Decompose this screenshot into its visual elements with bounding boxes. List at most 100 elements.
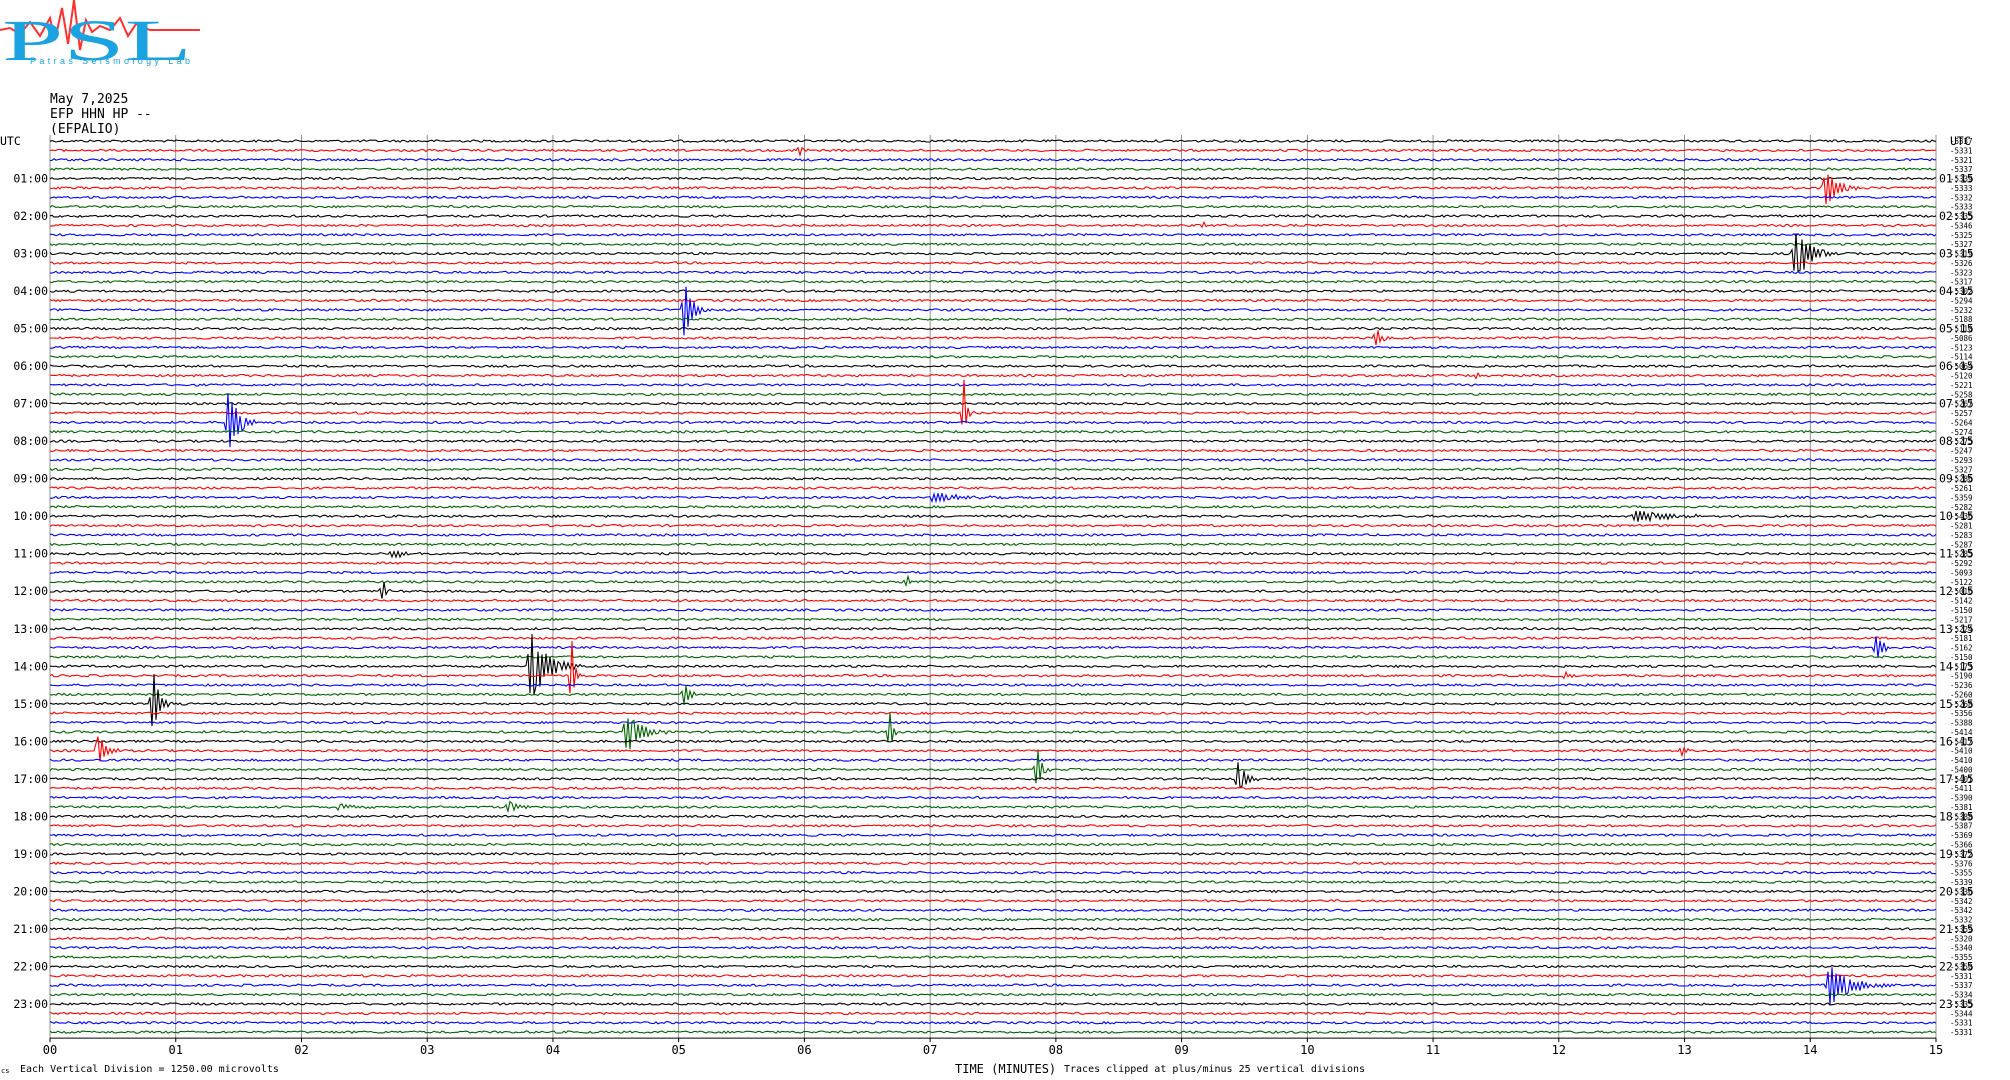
trace-line — [50, 861, 1937, 866]
trace-line — [49, 157, 1937, 162]
trace-offset-label: -5381 — [1950, 803, 1973, 812]
left-hour-label: 17:00 — [13, 772, 48, 786]
trace-offset-label: -5268 — [1950, 700, 1973, 709]
trace-offset-label: -5123 — [1950, 343, 1973, 352]
right-hour-label: 11:15 — [1939, 547, 1974, 561]
trace-offset-label: -5064 — [1950, 362, 1973, 371]
trace-line — [49, 504, 1937, 509]
trace-offset-label: -5327 — [1950, 240, 1973, 249]
trace-offset-label: -5110 — [1950, 325, 1973, 334]
trace-offset-label: -5258 — [1950, 390, 1973, 399]
time-gridlines — [49, 135, 1937, 1043]
trace-offset-label: -5332 — [1950, 916, 1973, 925]
x-tick-label: 00 — [43, 1043, 57, 1057]
trace-line — [49, 439, 1937, 444]
x-tick-label: 12 — [1552, 1043, 1566, 1057]
trace-offset-label: -5390 — [1950, 794, 1973, 803]
trace-offset-label: -5016 — [1950, 587, 1973, 596]
scale-note: Each Vertical Division = 1250.00 microvo… — [20, 1064, 279, 1075]
trace-offset-label: -5221 — [1950, 381, 1973, 390]
trace-offset-label: -5356 — [1950, 709, 1973, 718]
trace-offset-label: -5287 — [1950, 540, 1973, 549]
trace-line — [49, 486, 1937, 490]
seismic-traces — [49, 139, 1937, 1034]
right-hour-label: 01:15 — [1939, 172, 1974, 186]
trace-offset-label: -5302 — [1950, 287, 1973, 296]
left-hour-label: 20:00 — [13, 884, 48, 898]
trace-offset-label: -5387 — [1950, 822, 1973, 831]
trace-line — [49, 570, 1937, 575]
trace-line — [49, 736, 1937, 762]
trace-offset-label: -5292 — [1950, 559, 1973, 568]
trace-line — [50, 582, 1937, 599]
trace-line — [49, 533, 1937, 537]
x-tick-label: 15 — [1929, 1043, 1943, 1057]
trace-line — [49, 889, 1937, 894]
trace-offset-label: -5275 — [1950, 437, 1973, 446]
trace-offset-label: -5114 — [1950, 353, 1973, 362]
trace-line — [49, 146, 1937, 158]
trace-offset-label: -5327 — [1950, 465, 1973, 474]
trace-line — [50, 917, 1937, 922]
trace-line — [49, 214, 1937, 218]
trace-line — [49, 286, 1937, 336]
right-hour-label: 12:15 — [1939, 584, 1974, 598]
right-hour-label: 10:15 — [1939, 509, 1974, 523]
trace-offset-label: -5336 — [1950, 887, 1973, 896]
trace-offset-label: -5232 — [1950, 306, 1973, 315]
trace-offset-label: -5264 — [1950, 418, 1973, 427]
trace-offset-label: -5333 — [1950, 184, 1973, 193]
trace-line — [49, 549, 1937, 559]
trace-offset-label: -5274 — [1950, 428, 1973, 437]
right-hour-label: 08:15 — [1939, 434, 1974, 448]
left-hour-label: 11:00 — [13, 547, 48, 561]
right-axis-header: UTC — [1950, 134, 1971, 148]
trace-line — [49, 261, 1937, 265]
trace-line — [49, 636, 1936, 658]
trace-offset-label: -5283 — [1950, 531, 1973, 540]
left-hour-label: 08:00 — [13, 434, 48, 448]
right-hour-label: 04:15 — [1939, 284, 1974, 298]
trace-line — [49, 674, 1937, 727]
trace-offset-label: -5267 — [1950, 400, 1973, 409]
trace-line — [49, 945, 1937, 950]
trace-offset-label: -5190 — [1950, 672, 1973, 681]
trace-offset-label: -5372 — [1950, 850, 1973, 859]
trace-line — [49, 1030, 1937, 1034]
left-hour-label: 22:00 — [13, 959, 48, 973]
trace-offset-label: -5247 — [1950, 447, 1973, 456]
trace-line — [49, 814, 1937, 819]
trace-offset-label: -5286 — [1950, 475, 1973, 484]
trace-offset-label: -5401 — [1950, 775, 1973, 784]
trace-line — [49, 795, 1937, 800]
trace-offset-label: -5323 — [1950, 268, 1973, 277]
trace-line — [49, 786, 1937, 791]
right-hour-label: 20:15 — [1939, 884, 1974, 898]
trace-line — [49, 561, 1937, 565]
trace-line — [49, 927, 1937, 931]
trace-line — [49, 880, 1937, 884]
trace-offset-label: -5120 — [1950, 372, 1973, 381]
trace-offset-label: -5344 — [1950, 1009, 1973, 1018]
trace-offset-label: -5282 — [1950, 503, 1973, 512]
trace-offset-label: -5376 — [1950, 859, 1973, 868]
trace-line — [49, 712, 1937, 750]
trace-line — [49, 330, 1937, 346]
trace-line — [50, 626, 1937, 631]
trace-line — [49, 298, 1937, 303]
trace-line — [49, 608, 1937, 612]
trace-offset-label: -5257 — [1950, 409, 1973, 418]
trace-offset-label: -5346 — [1950, 221, 1973, 230]
right-hour-label: 21:15 — [1939, 922, 1974, 936]
trace-line — [49, 750, 1937, 784]
trace-offset-label: -5335 — [1950, 212, 1973, 221]
trace-line — [49, 964, 1937, 969]
trace-offset-label: -5337 — [1950, 137, 1973, 146]
station-channel: EFP HHN HP -- — [50, 107, 152, 122]
trace-line — [49, 641, 1937, 694]
trace-offset-label: -5339 — [1950, 878, 1973, 887]
trace-offset-label: -5236 — [1950, 681, 1973, 690]
trace-line — [50, 392, 1937, 397]
trace-offset-label: -5260 — [1950, 690, 1973, 699]
trace-line — [49, 636, 1937, 640]
